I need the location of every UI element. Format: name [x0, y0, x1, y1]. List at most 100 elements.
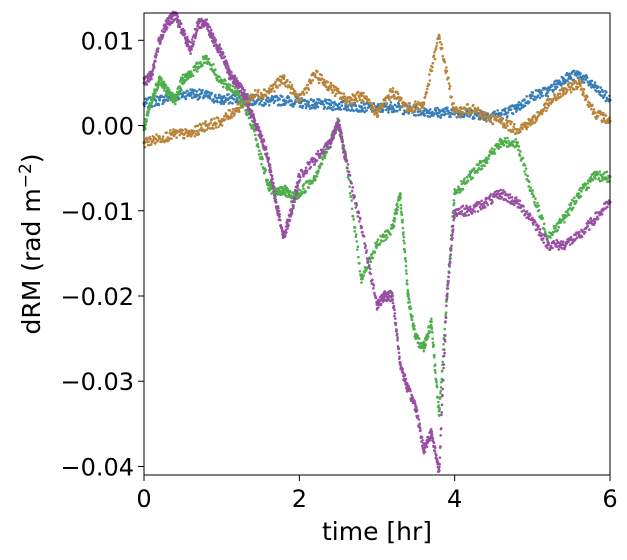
data-point: [585, 95, 589, 99]
data-point: [274, 198, 278, 201]
data-point: [184, 97, 188, 101]
data-point: [364, 97, 367, 100]
data-point: [485, 119, 489, 122]
data-point: [331, 108, 335, 112]
data-point: [260, 162, 263, 166]
data-point: [467, 213, 470, 217]
data-point: [517, 148, 520, 152]
data-point: [178, 89, 181, 93]
data-point: [483, 206, 487, 209]
data-point: [229, 83, 232, 87]
data-point: [425, 445, 429, 449]
data-point: [449, 253, 453, 256]
data-point: [235, 106, 239, 110]
data-point: [377, 107, 380, 111]
data-point: [293, 89, 297, 93]
data-point: [344, 106, 348, 110]
data-point: [362, 274, 365, 277]
data-point: [362, 235, 366, 238]
data-point: [348, 174, 352, 177]
data-point: [364, 244, 367, 248]
data-point: [338, 123, 342, 127]
y-axis-label-main: dRM (rad m: [17, 188, 46, 334]
data-point: [401, 226, 405, 230]
data-point: [579, 195, 583, 198]
data-point: [504, 107, 507, 110]
data-point: [359, 226, 363, 230]
data-point: [484, 200, 488, 204]
data-point: [371, 278, 374, 282]
data-point: [266, 178, 270, 182]
data-point: [150, 72, 154, 76]
data-point: [181, 30, 185, 34]
data-point: [318, 154, 322, 158]
data-point: [515, 200, 519, 204]
data-point: [546, 106, 549, 110]
data-point: [576, 70, 579, 73]
data-point: [454, 105, 458, 109]
data-point: [473, 116, 476, 120]
data-point: [542, 222, 546, 226]
data-point: [243, 89, 247, 92]
data-point: [310, 106, 314, 110]
data-point: [444, 320, 447, 323]
data-point: [466, 179, 470, 183]
data-point: [404, 259, 408, 263]
data-point: [518, 103, 521, 107]
data-point: [580, 81, 583, 85]
data-point: [446, 106, 449, 110]
data-point: [362, 91, 365, 95]
data-point: [315, 102, 319, 106]
data-point: [278, 218, 282, 222]
data-point: [435, 113, 439, 116]
data-point: [351, 186, 354, 189]
data-point: [447, 279, 450, 283]
data-point: [222, 102, 226, 105]
data-point: [535, 119, 538, 122]
data-point: [395, 329, 398, 333]
series-0: [142, 69, 612, 122]
data-point: [584, 78, 587, 81]
data-point: [265, 152, 269, 155]
data-point: [476, 108, 479, 112]
data-point: [558, 92, 562, 96]
data-point: [440, 411, 444, 414]
data-point: [200, 91, 204, 95]
data-point: [525, 127, 528, 131]
data-point: [156, 139, 160, 142]
data-point: [496, 109, 499, 112]
data-point: [375, 246, 378, 250]
data-point: [465, 204, 468, 208]
data-point: [344, 154, 347, 157]
data-point: [450, 248, 453, 252]
data-point: [433, 57, 437, 61]
data-point: [268, 88, 272, 91]
data-point: [348, 185, 351, 188]
data-point: [297, 192, 301, 196]
data-point: [543, 230, 547, 234]
data-point: [597, 176, 601, 180]
data-point: [605, 170, 609, 174]
data-point: [406, 388, 410, 392]
data-point: [437, 111, 441, 115]
data-point: [406, 294, 410, 298]
data-point: [442, 363, 446, 366]
data-point: [430, 317, 433, 321]
data-point: [565, 90, 568, 94]
data-point: [349, 195, 353, 199]
data-point: [530, 217, 534, 221]
data-point: [197, 93, 200, 97]
data-point: [559, 95, 563, 98]
data-point: [282, 234, 286, 238]
data-point: [431, 337, 434, 340]
data-point: [195, 90, 199, 93]
data-point: [552, 88, 555, 92]
data-point: [208, 97, 212, 100]
data-point: [393, 217, 397, 220]
data-point: [461, 111, 465, 114]
data-point: [582, 91, 585, 95]
data-point: [526, 125, 529, 129]
data-point: [577, 234, 581, 238]
data-point: [600, 94, 604, 97]
data-point: [592, 111, 596, 115]
